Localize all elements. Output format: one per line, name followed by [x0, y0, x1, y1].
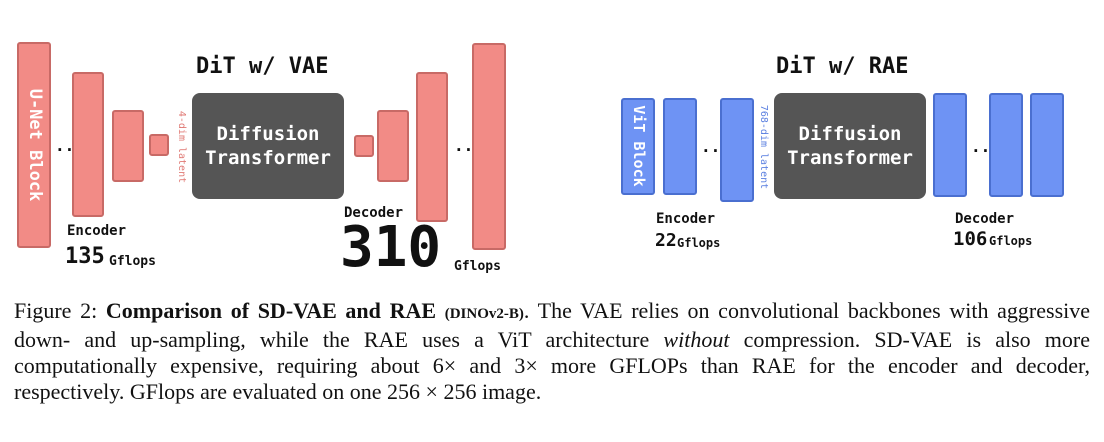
- vit-block-label: ViT Block: [630, 105, 648, 187]
- vae-diffusion-transformer: Diffusion Transformer: [192, 93, 344, 199]
- caption-bold-small: (DINOv2-B): [444, 306, 524, 322]
- rae-diffusion-transformer: Diffusion Transformer: [774, 93, 926, 199]
- rae-encoder-label: Encoder: [656, 211, 716, 227]
- rae-title: DiT w/ RAE: [776, 54, 909, 79]
- rae-core-label-line1: Diffusion: [798, 123, 902, 145]
- vae-encoder-gflops: 135: [65, 244, 105, 269]
- vae-encoder-block-1: [72, 72, 104, 217]
- caption-italic: without: [663, 327, 730, 352]
- rae-encoder-gflops: 22: [655, 230, 677, 251]
- vae-decoder-gflops: 310: [340, 215, 442, 280]
- vae-title: DiT w/ VAE: [196, 54, 329, 79]
- vae-core-label-line2: Transformer: [205, 147, 331, 169]
- rae-decoder-label: Decoder: [955, 211, 1015, 227]
- vit-block: [621, 98, 655, 195]
- vae-decoder-block-2: [377, 110, 409, 182]
- caption-prefix: Figure 2:: [14, 298, 106, 323]
- caption-text-1: . The VAE relies on convolutional backbo…: [14, 298, 1091, 352]
- rae-encoder-block-3: [720, 98, 754, 202]
- rae-decoder-gflops: 106: [953, 228, 988, 250]
- vae-encoder-gflops-unit: Gflops: [109, 254, 156, 269]
- vae-decoder-output-block: [472, 43, 506, 250]
- vae-encoder-label: Encoder: [67, 223, 127, 239]
- vae-decoder-block-1: [354, 135, 374, 157]
- rae-encoder-block-2: [663, 98, 697, 195]
- unet-block-label: U-Net Block: [25, 88, 45, 202]
- rae-latent-label: 768-dim latent: [758, 104, 769, 190]
- vae-decoder-gflops-unit: Gflops: [454, 259, 501, 274]
- caption-text-2: compression. SD-VAE is also more computa…: [14, 327, 1090, 404]
- vae-core-label-line1: Diffusion: [216, 123, 320, 145]
- figure-caption: Figure 2: Comparison of SD-VAE and RAE (…: [14, 298, 1090, 405]
- rae-decoder-block-3: [1030, 93, 1064, 197]
- vae-decoder-block-3: [416, 72, 448, 222]
- vae-latent-label: 4-dim latent: [176, 110, 187, 184]
- rae-decoder-block-1: [933, 93, 967, 197]
- rae-decoder-block-2: [989, 93, 1023, 197]
- unet-block: [17, 42, 51, 248]
- rae-core-label-line2: Transformer: [787, 147, 913, 169]
- vae-encoder-block-3: [149, 134, 169, 156]
- vae-decoder-label: Decoder: [344, 205, 404, 221]
- rae-encoder-gflops-unit: Gflops: [677, 236, 721, 250]
- caption-bold-title: Comparison of SD-VAE and RAE: [105, 298, 437, 323]
- vae-encoder-block-2: [112, 110, 144, 182]
- rae-decoder-gflops-unit: Gflops: [989, 234, 1033, 248]
